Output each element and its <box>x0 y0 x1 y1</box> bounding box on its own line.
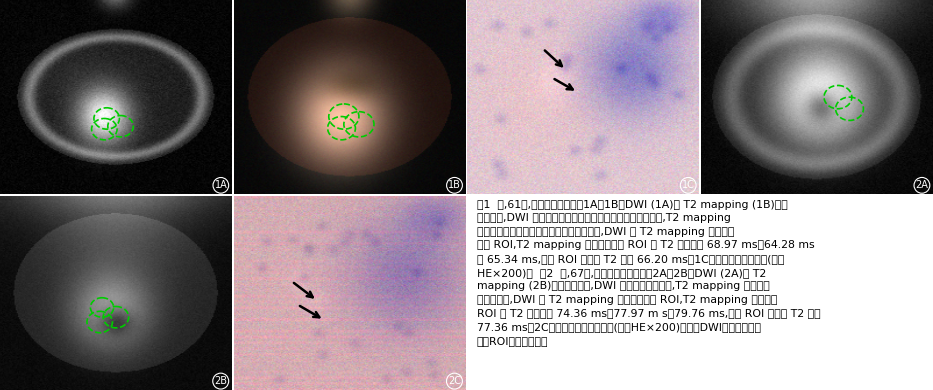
Text: 1A: 1A <box>215 180 228 190</box>
Text: 图1  男,61岁,直肠癌脉管侵犯。1A、1B：DWI (1A)及 T2 mapping (1B)示直
肠癌病灶,DWI 表现为直肠左侧壁突向腔内不规则高信号肿: 图1 男,61岁,直肠癌脉管侵犯。1A、1B：DWI (1A)及 T2 mapp… <box>477 200 820 346</box>
Text: 2C: 2C <box>448 376 461 386</box>
Text: 1C: 1C <box>682 180 695 190</box>
Text: 2B: 2B <box>215 376 228 386</box>
Text: 1B: 1B <box>448 180 461 190</box>
Text: 2A: 2A <box>915 180 928 190</box>
